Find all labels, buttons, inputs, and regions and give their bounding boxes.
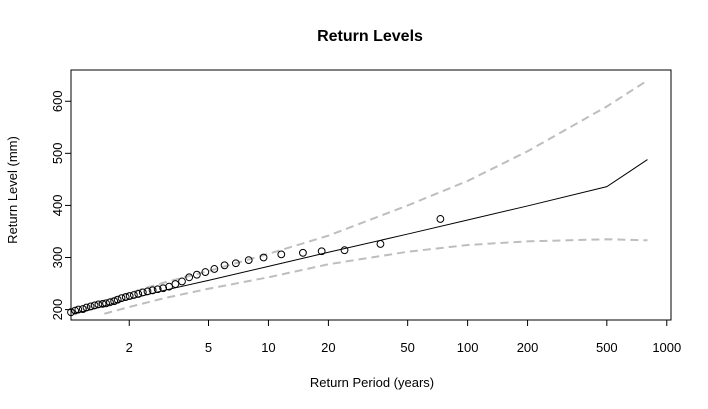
data-point — [171, 280, 180, 288]
data-point — [113, 295, 122, 304]
x-tick-label: 1000 — [652, 340, 681, 355]
x-tick-label: 10 — [261, 340, 275, 355]
data-point — [121, 293, 130, 301]
y-axis-label: Return Level (mm) — [5, 136, 20, 244]
data-point — [436, 215, 445, 223]
data-point — [244, 256, 253, 265]
y-axis: 200 300 400 500 600 — [50, 90, 72, 321]
data-point — [165, 282, 173, 291]
data-point — [102, 299, 110, 308]
x-tick-label: 50 — [400, 340, 414, 355]
data-point — [299, 248, 307, 257]
data-point — [201, 268, 210, 276]
data-point — [82, 303, 91, 312]
confidence-band-line — [104, 238, 648, 315]
data-point — [129, 291, 138, 299]
data-point — [153, 285, 162, 294]
y-tick-label: 400 — [50, 195, 65, 217]
data-point — [106, 298, 114, 307]
data-point — [277, 250, 286, 259]
data-point — [317, 247, 326, 256]
series-layer — [67, 79, 649, 317]
x-axis-label: Return Period (years) — [310, 375, 434, 390]
x-axis: 2 5 10 20 50 100 200 500 1000 — [126, 319, 681, 355]
fitted-return-level-line — [73, 159, 648, 314]
data-point — [67, 308, 75, 317]
data-point — [231, 259, 240, 268]
data-point — [220, 261, 229, 270]
data-point — [159, 284, 168, 293]
y-tick-label: 500 — [50, 142, 65, 164]
data-point — [110, 297, 119, 306]
data-point — [125, 292, 134, 300]
data-point — [185, 273, 194, 282]
y-tick-label: 600 — [50, 90, 65, 112]
y-tick-label: 300 — [50, 247, 65, 269]
data-point — [71, 306, 80, 315]
data-point — [134, 290, 143, 298]
data-point — [94, 300, 103, 309]
data-point — [340, 246, 349, 255]
data-point — [192, 270, 201, 279]
data-point — [178, 277, 186, 286]
data-point — [90, 301, 99, 310]
observed-points — [67, 215, 445, 317]
x-tick-label: 200 — [517, 340, 539, 355]
x-tick-label: 5 — [205, 340, 212, 355]
data-point — [143, 287, 152, 296]
data-point — [138, 288, 147, 297]
x-tick-label: 500 — [596, 340, 618, 355]
data-point — [210, 265, 219, 273]
data-point — [148, 286, 157, 295]
data-point — [117, 294, 126, 303]
data-point — [74, 305, 83, 314]
x-tick-label: 2 — [126, 340, 133, 355]
confidence-band-line — [84, 79, 649, 310]
data-point — [98, 299, 107, 308]
x-tick-label: 20 — [321, 340, 335, 355]
chart-title: Return Levels — [317, 28, 423, 45]
y-tick-label: 200 — [50, 299, 65, 321]
x-tick-label: 100 — [457, 340, 479, 355]
data-point — [376, 240, 385, 248]
data-point — [78, 305, 87, 313]
data-point — [86, 302, 95, 311]
data-point — [259, 253, 268, 262]
